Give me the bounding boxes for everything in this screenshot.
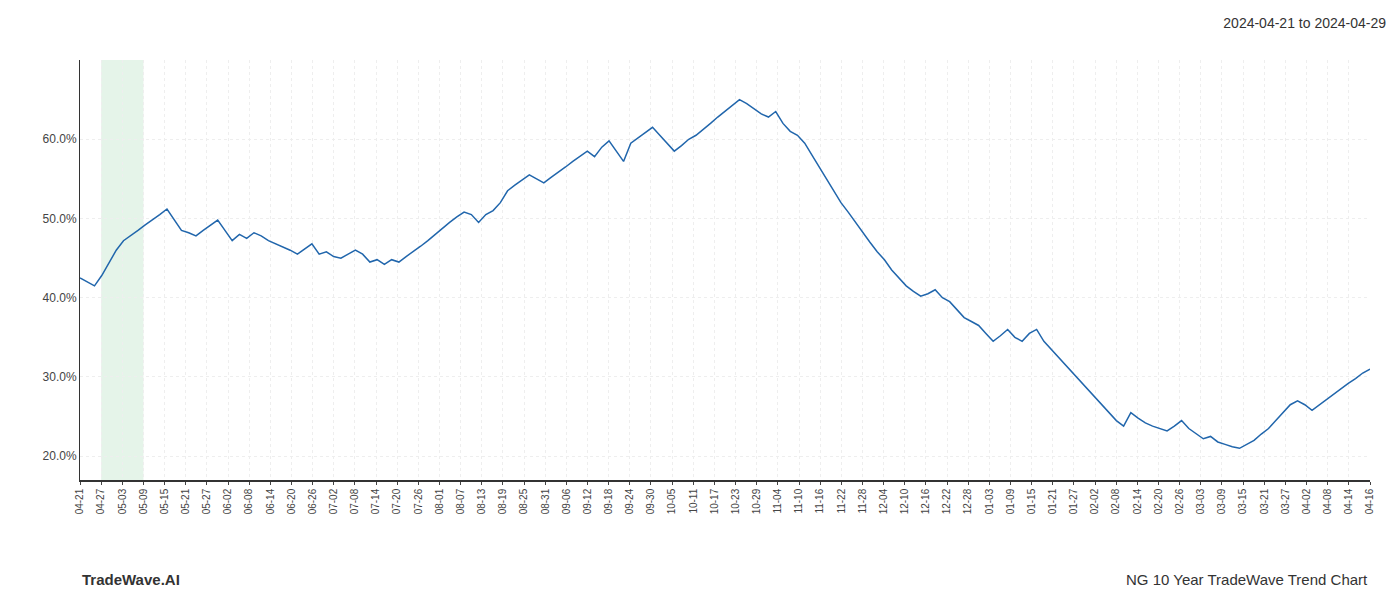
svg-text:08-13: 08-13: [476, 488, 487, 514]
svg-text:05-15: 05-15: [159, 488, 170, 514]
svg-text:04-27: 04-27: [95, 488, 106, 514]
svg-text:01-15: 01-15: [1026, 488, 1037, 514]
svg-text:40.0%: 40.0%: [43, 291, 77, 305]
svg-text:07-02: 07-02: [328, 488, 339, 514]
svg-text:06-08: 06-08: [243, 488, 254, 514]
svg-text:08-25: 08-25: [518, 488, 529, 514]
svg-text:50.0%: 50.0%: [43, 212, 77, 226]
svg-text:09-30: 09-30: [645, 488, 656, 514]
svg-text:04-02: 04-02: [1301, 488, 1312, 514]
svg-text:04-14: 04-14: [1343, 488, 1354, 514]
svg-text:30.0%: 30.0%: [43, 370, 77, 384]
svg-text:10-23: 10-23: [730, 488, 741, 514]
svg-text:03-27: 03-27: [1280, 488, 1291, 514]
svg-text:2024-04-21 to 2024-04-29: 2024-04-21 to 2024-04-29: [1223, 15, 1386, 31]
svg-text:12-28: 12-28: [962, 488, 973, 514]
svg-text:02-26: 02-26: [1174, 488, 1185, 514]
svg-text:06-20: 06-20: [286, 488, 297, 514]
svg-text:10-11: 10-11: [688, 488, 699, 513]
svg-text:02-02: 02-02: [1089, 488, 1100, 514]
svg-text:12-04: 12-04: [878, 488, 889, 514]
svg-text:NG 10 Year TradeWave Trend Cha: NG 10 Year TradeWave Trend Chart: [1126, 571, 1368, 588]
svg-text:09-06: 09-06: [561, 488, 572, 514]
svg-text:11-04: 11-04: [772, 488, 783, 513]
svg-text:09-18: 09-18: [603, 488, 614, 514]
svg-text:07-08: 07-08: [349, 488, 360, 514]
svg-text:03-09: 03-09: [1216, 488, 1227, 514]
svg-text:08-31: 08-31: [540, 488, 551, 514]
svg-text:07-26: 07-26: [413, 488, 424, 514]
svg-text:12-10: 12-10: [899, 488, 910, 514]
svg-text:12-22: 12-22: [941, 488, 952, 514]
svg-text:60.0%: 60.0%: [43, 132, 77, 146]
svg-text:07-20: 07-20: [391, 488, 402, 514]
svg-text:11-22: 11-22: [836, 488, 847, 513]
svg-text:05-09: 05-09: [138, 488, 149, 514]
svg-text:08-07: 08-07: [455, 488, 466, 514]
svg-text:06-14: 06-14: [265, 488, 276, 514]
svg-text:10-05: 10-05: [666, 488, 677, 514]
svg-text:08-01: 08-01: [434, 488, 445, 514]
svg-text:04-08: 04-08: [1322, 488, 1333, 514]
svg-text:05-21: 05-21: [180, 488, 191, 514]
svg-text:01-03: 01-03: [984, 488, 995, 514]
svg-text:TradeWave.AI: TradeWave.AI: [82, 571, 180, 588]
svg-text:09-24: 09-24: [624, 488, 635, 514]
svg-text:03-15: 03-15: [1237, 488, 1248, 514]
svg-text:02-08: 02-08: [1110, 488, 1121, 514]
svg-text:01-27: 01-27: [1068, 488, 1079, 514]
svg-text:02-14: 02-14: [1132, 488, 1143, 514]
svg-text:01-21: 01-21: [1047, 488, 1058, 514]
svg-text:03-21: 03-21: [1259, 488, 1270, 514]
svg-text:07-14: 07-14: [370, 488, 381, 514]
svg-text:08-19: 08-19: [497, 488, 508, 514]
svg-text:01-09: 01-09: [1005, 488, 1016, 514]
svg-text:05-03: 05-03: [117, 488, 128, 514]
svg-text:11-16: 11-16: [814, 488, 825, 513]
svg-text:06-02: 06-02: [222, 488, 233, 514]
svg-text:11-28: 11-28: [857, 488, 868, 513]
svg-text:12-16: 12-16: [920, 488, 931, 514]
svg-text:02-20: 02-20: [1153, 488, 1164, 514]
svg-text:03-03: 03-03: [1195, 488, 1206, 514]
svg-text:09-12: 09-12: [582, 488, 593, 514]
svg-text:11-10: 11-10: [793, 488, 804, 513]
svg-text:20.0%: 20.0%: [43, 449, 77, 463]
svg-text:10-17: 10-17: [709, 488, 720, 514]
svg-text:06-26: 06-26: [307, 488, 318, 514]
svg-text:04-21: 04-21: [74, 488, 85, 514]
svg-text:05-27: 05-27: [201, 488, 212, 514]
svg-text:10-29: 10-29: [751, 488, 762, 514]
svg-text:04-16: 04-16: [1364, 488, 1375, 514]
